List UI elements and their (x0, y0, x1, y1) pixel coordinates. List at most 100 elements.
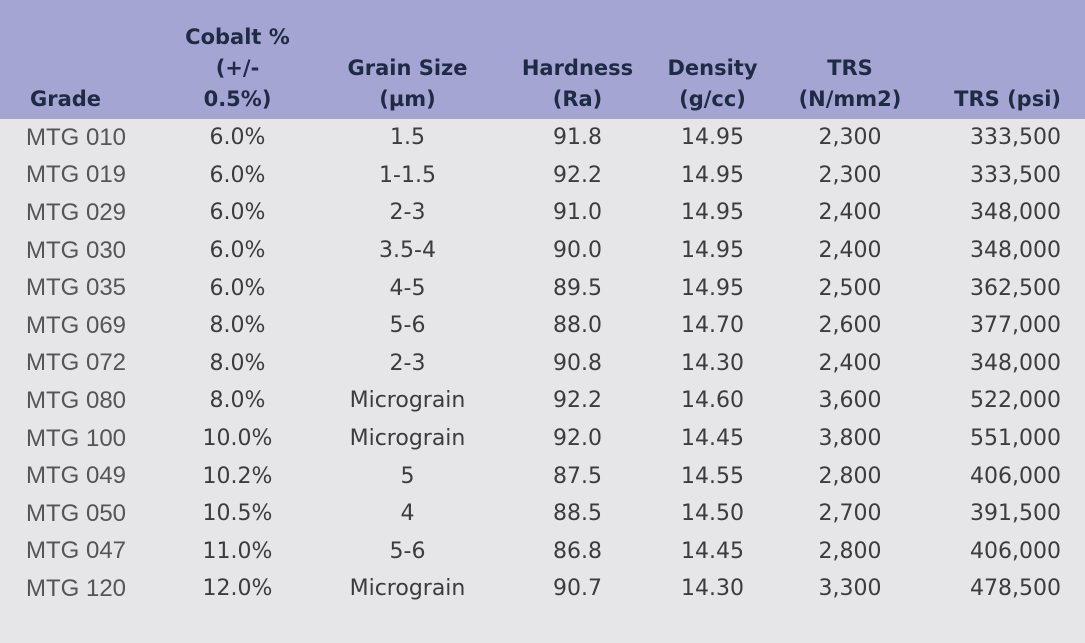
cell-trs-psi: 478,500 (970, 576, 1061, 602)
cell-grain-size: 4-5 (389, 275, 426, 301)
cell-cobalt: 6.0% (209, 200, 266, 226)
cell-grain-size: 4 (400, 501, 415, 527)
cell-hardness: 91.8 (553, 125, 602, 151)
cell-trs-psi: 348,000 (970, 350, 1061, 376)
cell-grade: MTG 047 (26, 537, 127, 565)
grade-properties-table: Grade Cobalt % (+/- 0.5%) Grain Size (µm… (0, 0, 1085, 608)
cell-cobalt: 11.0% (202, 538, 273, 564)
cell-grain-size: 3.5-4 (379, 238, 436, 264)
cell-grade: MTG 019 (26, 161, 127, 189)
cell-hardness: 92.2 (553, 388, 602, 414)
cell-grain-size: 5-6 (389, 313, 426, 339)
cell-cobalt: 6.0% (209, 162, 266, 188)
cell-trs-psi: 362,500 (970, 275, 1061, 301)
cell-grain-size: Micrograin (349, 388, 466, 414)
cell-grade: MTG 010 (26, 123, 127, 151)
table-row: MTG 029 6.0% 2-3 91.0 14.95 2,400 348,000 (0, 194, 1085, 232)
cell-grade: MTG 100 (26, 424, 127, 452)
cell-density: 14.45 (681, 538, 744, 564)
cell-hardness: 91.0 (553, 200, 602, 226)
cell-density: 14.95 (681, 200, 744, 226)
cell-trs: 3,800 (818, 426, 882, 452)
header-cobalt: Cobalt % (+/- 0.5%) (170, 0, 305, 119)
cell-trs: 2,400 (818, 200, 882, 226)
cell-density: 14.95 (681, 275, 744, 301)
cell-trs-psi: 348,000 (970, 238, 1061, 264)
cell-cobalt: 6.0% (209, 238, 266, 264)
table-body: MTG 010 6.0% 1.5 91.8 14.95 2,300 333,500 MTG 0… (0, 119, 1085, 608)
cell-hardness: 88.5 (553, 501, 602, 527)
header-hardness: Hardness (Ra) (510, 0, 645, 119)
header-density: Density (g/cc) (645, 0, 780, 119)
cell-grade: MTG 029 (26, 198, 127, 226)
cell-hardness: 88.0 (553, 313, 602, 339)
cell-trs-psi: 406,000 (970, 538, 1061, 564)
cell-grain-size: 2-3 (389, 200, 426, 226)
cell-trs-psi: 333,500 (970, 162, 1061, 188)
cell-trs: 2,500 (818, 275, 882, 301)
header-grain-size: Grain Size (µm) (305, 0, 510, 119)
cell-cobalt: 8.0% (209, 350, 266, 376)
cell-density: 14.55 (681, 463, 744, 489)
table-row: MTG 100 10.0% Micrograin 92.0 14.45 3,800 551,… (0, 420, 1085, 458)
table-row: MTG 047 11.0% 5-6 86.8 14.45 2,800 406,000 (0, 533, 1085, 571)
table-row: MTG 072 8.0% 2-3 90.8 14.30 2,400 348,000 (0, 345, 1085, 383)
cell-grade: MTG 035 (26, 274, 127, 302)
cell-density: 14.30 (681, 576, 744, 602)
cell-trs: 2,300 (818, 125, 882, 151)
header-trs: TRS (N/mm2) (780, 0, 920, 119)
cell-trs: 3,600 (818, 388, 882, 414)
cell-trs: 3,300 (818, 576, 882, 602)
table-row: MTG 050 10.5% 4 88.5 14.50 2,700 391,500 (0, 495, 1085, 533)
header-row: Grade Cobalt % (+/- 0.5%) Grain Size (µm… (0, 0, 1085, 119)
header-trs-psi-label: TRS (psi) (954, 87, 1061, 111)
cell-trs-psi: 377,000 (970, 313, 1061, 339)
cell-cobalt: 6.0% (209, 125, 266, 151)
header-grain-line2: (µm) (379, 87, 436, 111)
cell-density: 14.30 (681, 350, 744, 376)
table-row: MTG 069 8.0% 5-6 88.0 14.70 2,600 377,000 (0, 307, 1085, 345)
table-row: MTG 010 6.0% 1.5 91.8 14.95 2,300 333,500 (0, 119, 1085, 157)
cell-trs: 2,400 (818, 350, 882, 376)
cell-grade: MTG 120 (26, 574, 127, 602)
cell-cobalt: 8.0% (209, 313, 266, 339)
cell-trs-psi: 551,000 (970, 426, 1061, 452)
cell-trs-psi: 348,000 (970, 200, 1061, 226)
cell-hardness: 87.5 (553, 463, 602, 489)
cell-grain-size: 5-6 (389, 538, 426, 564)
table-row: MTG 030 6.0% 3.5-4 90.0 14.95 2,400 348,000 (0, 232, 1085, 270)
cell-grade: MTG 030 (26, 236, 127, 264)
table-header: Grade Cobalt % (+/- 0.5%) Grain Size (µm… (0, 0, 1085, 119)
cell-trs-psi: 522,000 (970, 388, 1061, 414)
header-hardness-line2: (Ra) (552, 87, 603, 111)
header-grain-line1: Grain Size (347, 56, 468, 80)
cell-cobalt: 10.5% (202, 501, 273, 527)
header-trs-psi: TRS (psi) (920, 0, 1085, 119)
table-row: MTG 080 8.0% Micrograin 92.2 14.60 3,600 522,0… (0, 382, 1085, 420)
cell-grade: MTG 069 (26, 311, 127, 339)
header-grade-label: Grade (30, 87, 102, 111)
cell-hardness: 86.8 (553, 538, 602, 564)
table-row: MTG 049 10.2% 5 87.5 14.55 2,800 406,000 (0, 457, 1085, 495)
cell-trs: 2,300 (818, 162, 882, 188)
cell-hardness: 89.5 (553, 275, 602, 301)
cell-cobalt: 10.0% (202, 426, 273, 452)
cell-grade: MTG 049 (26, 462, 127, 490)
table-row: MTG 035 6.0% 4-5 89.5 14.95 2,500 362,500 (0, 269, 1085, 307)
cell-density: 14.95 (681, 125, 744, 151)
cell-density: 14.50 (681, 501, 744, 527)
cell-density: 14.95 (681, 162, 744, 188)
header-trs-line1: TRS (827, 56, 873, 80)
cell-cobalt: 12.0% (202, 576, 273, 602)
table-row: MTG 019 6.0% 1-1.5 92.2 14.95 2,300 333,500 (0, 157, 1085, 195)
cell-cobalt: 6.0% (209, 275, 266, 301)
cell-density: 14.70 (681, 313, 744, 339)
header-cobalt-line3: 0.5%) (203, 87, 272, 111)
cell-grain-size: Micrograin (349, 576, 466, 602)
cell-density: 14.60 (681, 388, 744, 414)
cell-trs: 2,400 (818, 238, 882, 264)
cell-grain-size: 1-1.5 (379, 162, 436, 188)
header-grade: Grade (0, 0, 170, 119)
cell-hardness: 90.0 (553, 238, 602, 264)
